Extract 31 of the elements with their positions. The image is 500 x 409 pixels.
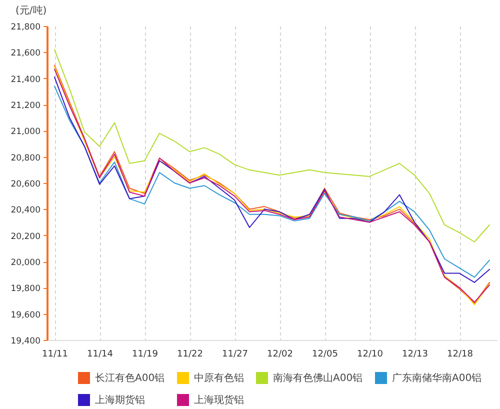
y-tick-label: 20,600 (10, 180, 40, 190)
legend-label: 中原有色铝 (194, 372, 244, 384)
legend-label: 长江有色A00铝 (95, 372, 165, 384)
y-tick-label: 19,800 (10, 284, 40, 294)
legend-label: 广东南储华南A00铝 (392, 372, 482, 384)
x-tick-label: 12/02 (267, 350, 293, 360)
x-tick-label: 12/13 (402, 350, 428, 360)
x-tick-label: 11/19 (132, 350, 158, 360)
y-tick-label: 21,000 (10, 127, 40, 138)
y-tick-label: 19,600 (10, 310, 40, 320)
x-tick-label: 11/11 (42, 350, 68, 360)
x-tick-label: 12/18 (447, 350, 474, 360)
y-tick-label: 21,800 (10, 22, 40, 32)
x-tick-label: 11/22 (177, 350, 203, 360)
legend-label: 上海期货铝 (95, 394, 145, 406)
x-tick-label: 12/05 (312, 350, 338, 360)
y-tick-label: 21,600 (10, 48, 40, 59)
y-tick-label: 20,000 (10, 258, 40, 268)
line-series (54, 49, 490, 242)
legend-label: 南海有色佛山A00铝 (273, 372, 363, 384)
y-tick-label: 20,800 (10, 153, 40, 164)
legend-label: 上海现货铝 (194, 394, 244, 406)
y-tick-label: 19,400 (10, 336, 40, 346)
y-tick-label: 21,400 (10, 74, 40, 85)
y-tick-label: 20,200 (10, 232, 40, 242)
x-tick-label: 12/10 (357, 350, 384, 360)
y-axis-title: (元/吨) (16, 4, 47, 16)
x-tick-label: 11/27 (222, 350, 248, 360)
x-tick-label: 11/14 (87, 350, 114, 360)
y-tick-label: 20,400 (10, 206, 40, 216)
y-tick-label: 21,200 (10, 101, 40, 111)
